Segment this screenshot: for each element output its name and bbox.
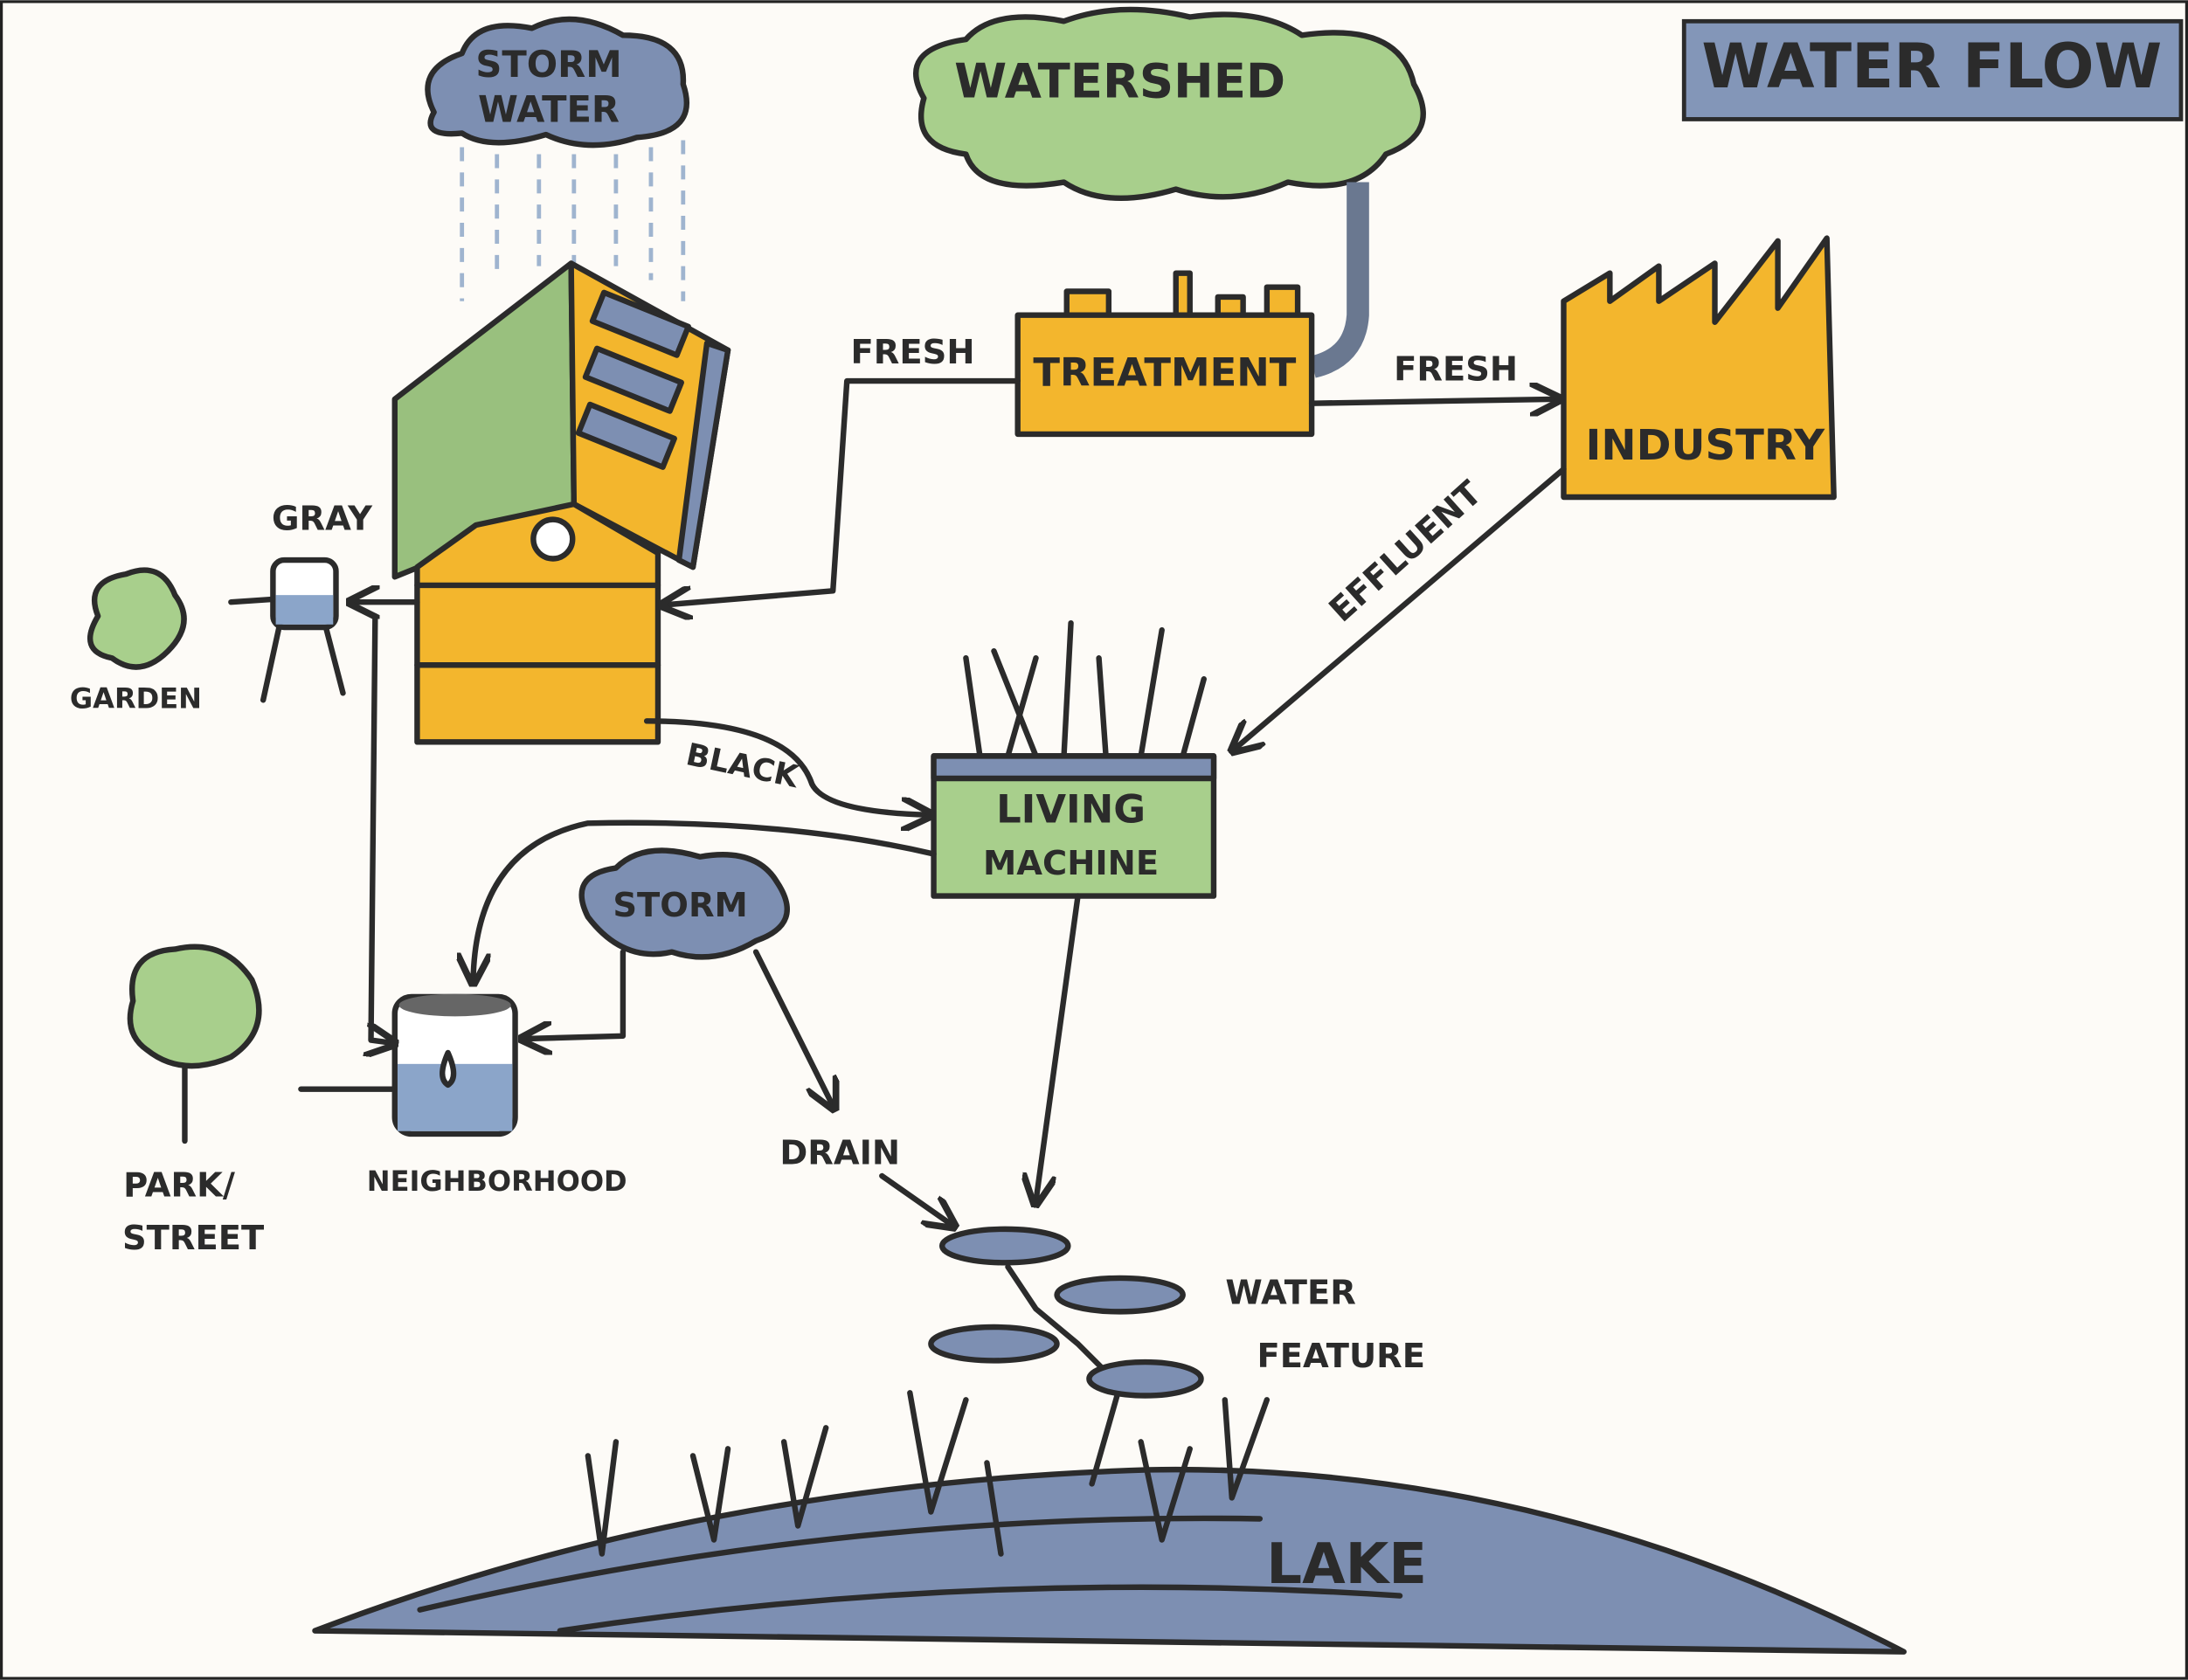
node-label: WATER bbox=[1225, 1274, 1356, 1313]
node-label: GARDEN bbox=[70, 681, 202, 715]
node-label: DRAIN bbox=[779, 1133, 900, 1172]
node-label: STORM bbox=[475, 43, 621, 86]
title: WATER FLOW bbox=[1701, 31, 2162, 102]
node-label: NEIGHBORHOOD bbox=[367, 1165, 627, 1198]
neighborhood-tank bbox=[395, 994, 516, 1134]
node-label: MACHINE bbox=[983, 844, 1159, 883]
edge-label: FRESH bbox=[851, 333, 975, 372]
node-label: STREET bbox=[122, 1219, 265, 1258]
node-label: STORM bbox=[613, 886, 747, 925]
node-label: LIVING bbox=[996, 785, 1146, 832]
edge-label: FRESH bbox=[1394, 349, 1518, 389]
node-label: FEATURE bbox=[1257, 1337, 1425, 1376]
node-label: TREATMENT bbox=[1033, 349, 1296, 396]
node-label: WATER bbox=[478, 87, 620, 130]
node-label: WATERSHED bbox=[954, 53, 1285, 109]
node-label: GRAY bbox=[272, 500, 373, 539]
diagram: WATER FLOW STORM WATER WATERSHED TREATME… bbox=[0, 0, 2188, 1680]
garden-bush bbox=[90, 570, 183, 667]
node-label: INDUSTRY bbox=[1586, 421, 1826, 470]
node-label: LAKE bbox=[1266, 1532, 1427, 1597]
node-label: PARK/ bbox=[123, 1165, 236, 1205]
